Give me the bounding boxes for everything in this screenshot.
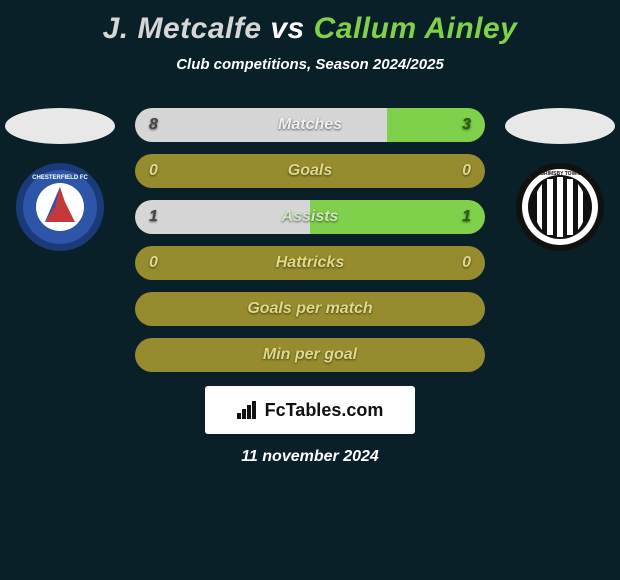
stat-row: Assists 1 1 xyxy=(135,200,485,234)
brand-text: FcTables.com xyxy=(265,400,384,421)
player-left-column: CHESTERFIELD FC xyxy=(0,108,120,252)
player1-name: J. Metcalfe xyxy=(103,12,262,45)
stat-row: Goals 0 0 xyxy=(135,154,485,188)
stat-value-right: 1 xyxy=(462,208,471,226)
player1-club-badge: CHESTERFIELD FC xyxy=(15,162,105,252)
stat-value-left: 0 xyxy=(149,162,158,180)
stat-row: Matches 8 3 xyxy=(135,108,485,142)
stat-value-right: 0 xyxy=(462,162,471,180)
stat-fill-left xyxy=(135,108,387,142)
comparison-title: J. Metcalfe vs Callum Ainley xyxy=(0,0,620,46)
stat-row: Goals per match xyxy=(135,292,485,326)
grimsby-badge-icon: GRIMSBY TOWN xyxy=(515,162,605,252)
player2-photo xyxy=(505,108,615,144)
subtitle: Club competitions, Season 2024/2025 xyxy=(0,56,620,73)
stat-label: Goals per match xyxy=(247,300,372,318)
comparison-date: 11 november 2024 xyxy=(0,448,620,466)
stat-label: Matches xyxy=(278,116,342,134)
svg-text:GRIMSBY TOWN: GRIMSBY TOWN xyxy=(540,171,580,177)
player1-photo xyxy=(5,108,115,144)
stat-value-left: 0 xyxy=(149,254,158,272)
stats-list: Matches83Goals00Assists11Hattricks00Goal… xyxy=(135,108,485,372)
player-right-column: GRIMSBY TOWN xyxy=(500,108,620,252)
stat-label: Goals xyxy=(288,162,332,180)
stat-label: Min per goal xyxy=(263,346,357,364)
stat-value-right: 0 xyxy=(462,254,471,272)
brand-badge[interactable]: FcTables.com xyxy=(205,386,415,434)
stat-label: Assists xyxy=(282,208,339,226)
svg-text:CHESTERFIELD FC: CHESTERFIELD FC xyxy=(32,175,88,181)
stat-value-left: 1 xyxy=(149,208,158,226)
stat-value-left: 8 xyxy=(149,116,158,134)
stat-value-right: 3 xyxy=(462,116,471,134)
fctables-logo-icon xyxy=(237,401,259,419)
comparison-content: CHESTERFIELD FC GRIMSBY TOWN Matches 8 3 xyxy=(0,108,620,466)
vs-text: vs xyxy=(270,12,304,45)
stat-label: Hattricks xyxy=(276,254,344,272)
stat-row: Min per goal xyxy=(135,338,485,372)
chesterfield-badge-icon: CHESTERFIELD FC xyxy=(15,162,105,252)
player2-club-badge: GRIMSBY TOWN xyxy=(515,162,605,252)
player2-name: Callum Ainley xyxy=(314,12,518,45)
stat-row: Hattricks 0 0 xyxy=(135,246,485,280)
